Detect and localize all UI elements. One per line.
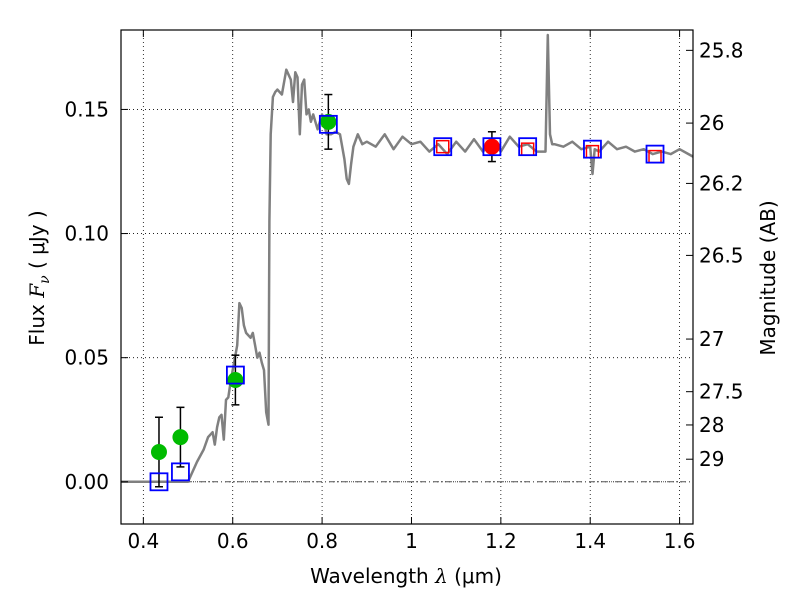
y-axis-label: Flux Fν ( μJy ) [25, 210, 53, 345]
x-axis-label: Wavelength λ (μm) [310, 564, 502, 588]
magnitude-tick-label: 26.5 [699, 243, 744, 267]
magnitude-tick-label: 28 [699, 413, 724, 437]
model-band-marker [433, 137, 453, 157]
y-axis-ticks: 0.00 0.05 0.10 0.15 [64, 97, 128, 494]
x-tick-label: 1.6 [664, 529, 696, 553]
magnitude-tick-label: 27.5 [699, 380, 744, 404]
optical-flux-point [172, 429, 189, 446]
magnitude-axis-ticks: 25.8 26 26.2 26.5 27 27.5 28 29 [686, 38, 744, 471]
grid [121, 30, 693, 524]
model-band-marker [645, 144, 665, 164]
model-band-marker [171, 462, 190, 482]
plot-area [121, 30, 693, 524]
data-markers [149, 93, 665, 492]
plot-frame [120, 29, 694, 525]
optical-flux-point [150, 444, 167, 461]
y-tick-label: 0.05 [64, 346, 109, 370]
model-band-marker [518, 137, 538, 157]
magnitude-tick-label: 29 [699, 447, 724, 471]
model-band-marker [149, 472, 169, 492]
model-band-marker [225, 365, 245, 385]
magnitude-tick-label: 26.2 [699, 171, 744, 195]
x-tick-label: 1.2 [485, 529, 517, 553]
optical-flux-point [227, 372, 244, 389]
x-tick-label: 1.4 [574, 529, 606, 553]
magnitude-axis-label: Magnitude (AB) [756, 200, 780, 355]
y-tick-label: 0.00 [64, 470, 109, 494]
magnitude-tick-label: 27 [699, 327, 724, 351]
x-tick-label: 0.6 [217, 529, 249, 553]
upper-limit-marker [436, 139, 450, 154]
model-band-marker [583, 139, 602, 159]
ir-flux-point [483, 138, 500, 155]
y-tick-label: 0.10 [64, 222, 109, 246]
y-tick-label: 0.15 [64, 97, 109, 121]
magnitude-tick-label: 26 [699, 111, 724, 135]
x-axis-ticks: 0.4 0.6 0.8 1 1.2 1.4 1.6 [127, 30, 696, 553]
x-tick-label: 0.4 [127, 529, 159, 553]
x-tick-label: 0.8 [306, 529, 338, 553]
optical-flux-point [320, 113, 337, 130]
magnitude-tick-label: 25.8 [699, 38, 744, 62]
model-band-marker [482, 137, 502, 157]
model-band-marker [318, 114, 338, 134]
x-tick-label: 1 [405, 529, 418, 553]
